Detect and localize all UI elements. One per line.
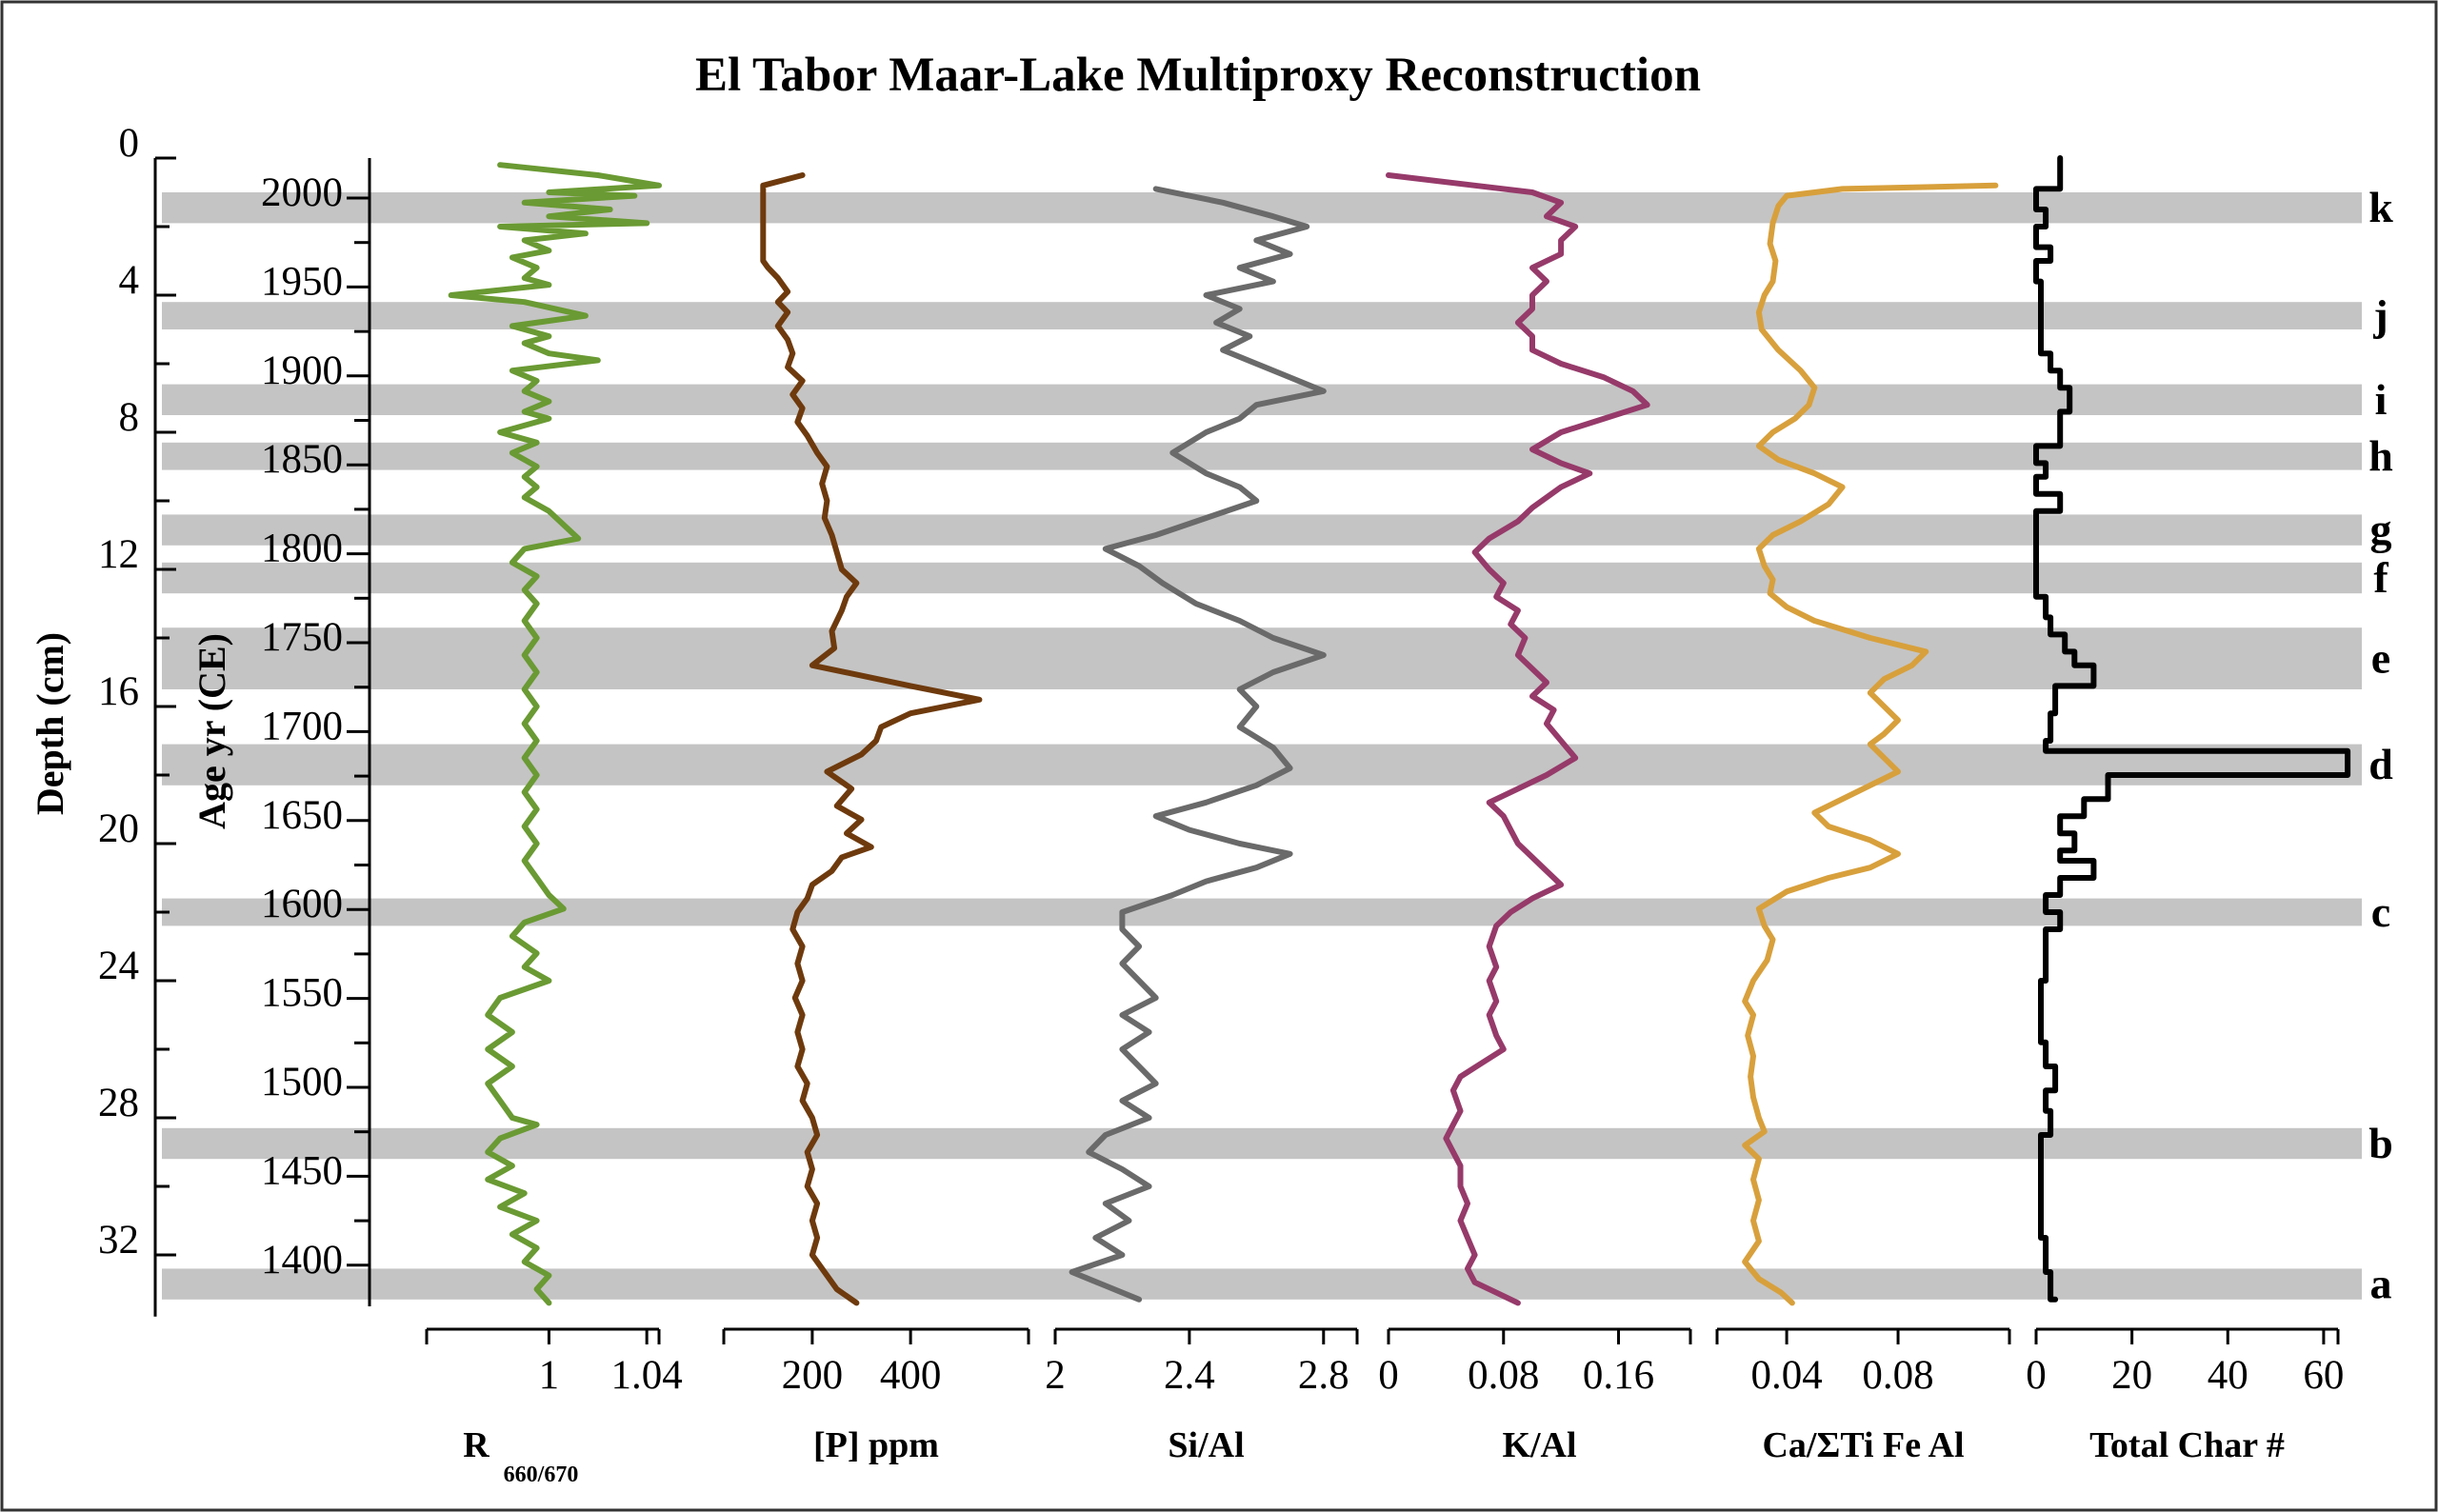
- age-tick-label: 1500: [261, 1060, 343, 1104]
- panel-5: 0 20 40 60 Total Char #: [2026, 155, 2351, 1465]
- age-tick-label: 1450: [261, 1148, 343, 1193]
- depth-tick-label: 0: [119, 121, 140, 166]
- panel-1: 200 400 [P] ppm: [722, 172, 1030, 1465]
- x-axis-label-2: Si/Al: [1168, 1425, 1244, 1465]
- event-band-c: [162, 898, 2362, 926]
- x-tick-label: 0.08: [1862, 1353, 1933, 1398]
- event-label-c: c: [2371, 887, 2390, 936]
- x-axis-sublabel-0: 660/670: [504, 1462, 579, 1487]
- x-tick-label: 400: [880, 1353, 942, 1398]
- event-band-f: [162, 562, 2362, 594]
- x-tick-label: 0.16: [1583, 1353, 1654, 1398]
- series-line-3: [1386, 172, 1650, 1306]
- depth-tick-label: 24: [98, 944, 139, 988]
- depth-tick-label: 32: [98, 1218, 139, 1263]
- depth-tick-label: 12: [98, 532, 139, 577]
- age-tick-label: 1900: [261, 348, 343, 393]
- age-tick-label: 1700: [261, 704, 343, 748]
- depth-axis: 0 4 8 12 16 20 24 28 32: [98, 121, 176, 1317]
- x-axis-label-1: [P] ppm: [813, 1425, 939, 1465]
- panel-3: 0 0.08 0.16K/Al: [1378, 172, 1692, 1465]
- age-tick-label: 1600: [261, 882, 343, 926]
- depth-tick-label: 28: [98, 1081, 139, 1125]
- age-axis-label: Age yr (CE): [190, 633, 233, 829]
- x-tick-label: 20: [2111, 1353, 2152, 1398]
- x-tick-label: 0: [1378, 1353, 1399, 1398]
- event-label-d: d: [2368, 740, 2393, 788]
- x-tick-label: 60: [2303, 1353, 2344, 1398]
- chart-title: El Tabor Maar-Lake Multiproxy Reconstruc…: [695, 49, 1701, 102]
- x-axis-label-3: K/Al: [1502, 1425, 1576, 1465]
- depth-tick-label: 4: [119, 258, 140, 303]
- age-tick-label: 1400: [261, 1238, 343, 1283]
- x-axis-label-0: R: [463, 1425, 490, 1465]
- x-tick-label: 40: [2208, 1353, 2248, 1398]
- event-band-h: [162, 442, 2362, 470]
- event-band-d: [162, 744, 2362, 786]
- depth-tick-label: 8: [119, 395, 140, 440]
- series-line-0: [448, 162, 662, 1306]
- x-tick-label: 2.4: [1164, 1353, 1215, 1398]
- x-tick-label: 200: [782, 1353, 844, 1398]
- event-band-a: [162, 1268, 2362, 1300]
- x-tick-label: 0.04: [1750, 1353, 1822, 1398]
- event-label-b: b: [2368, 1119, 2393, 1167]
- event-label-a: a: [2370, 1260, 2392, 1308]
- x-tick-label: 1: [539, 1353, 560, 1398]
- event-band-g: [162, 514, 2362, 546]
- panel-0: 1 1.04 R 660/670: [425, 162, 683, 1487]
- series-line-5: [2033, 155, 2351, 1303]
- event-label-j: j: [2372, 291, 2388, 340]
- x-tick-label: 2.8: [1298, 1353, 1349, 1398]
- series-line-1: [760, 172, 983, 1306]
- event-label-k: k: [2368, 183, 2393, 231]
- panel-4: 0.04 0.08 Ca/ΣTi Fe Al: [1715, 182, 2011, 1465]
- event-band-k: [162, 192, 2362, 224]
- depth-tick-label: 16: [98, 669, 139, 714]
- series-line-2: [1069, 186, 1327, 1303]
- series-line-4: [1742, 182, 1999, 1306]
- event-band-j: [162, 302, 2362, 329]
- x-axis-label-5: Total Char #: [2089, 1425, 2285, 1465]
- x-tick-label: 0: [2026, 1353, 2047, 1398]
- x-tick-label: 1.04: [611, 1353, 683, 1398]
- event-band-i: [162, 384, 2362, 415]
- age-tick-label: 2000: [261, 170, 343, 215]
- age-axis: 2000 1950 1900 1850 1800 1750 1700 1650 1600 1550…: [261, 158, 371, 1306]
- event-label-h: h: [2368, 431, 2393, 480]
- x-tick-label: 2: [1045, 1353, 1066, 1398]
- depth-axis-label: Depth (cm): [29, 632, 71, 815]
- age-tick-label: 1850: [261, 437, 343, 482]
- age-tick-label: 1950: [261, 259, 343, 304]
- event-label-e: e: [2371, 634, 2390, 683]
- age-tick-label: 1550: [261, 971, 343, 1016]
- event-label-i: i: [2375, 375, 2388, 424]
- age-tick-label: 1650: [261, 793, 343, 838]
- event-label-g: g: [2370, 506, 2392, 554]
- x-axis-label-4: Ca/ΣTi Fe Al: [1762, 1425, 1964, 1465]
- event-band-b: [162, 1127, 2362, 1160]
- x-tick-label: 0.08: [1468, 1353, 1539, 1398]
- event-label-f: f: [2373, 553, 2388, 602]
- depth-tick-label: 20: [98, 806, 139, 851]
- age-tick-label: 1800: [261, 527, 343, 571]
- age-tick-label: 1750: [261, 615, 343, 660]
- panel-2: 2 2.4 2.8 Si/Al: [1045, 186, 1359, 1465]
